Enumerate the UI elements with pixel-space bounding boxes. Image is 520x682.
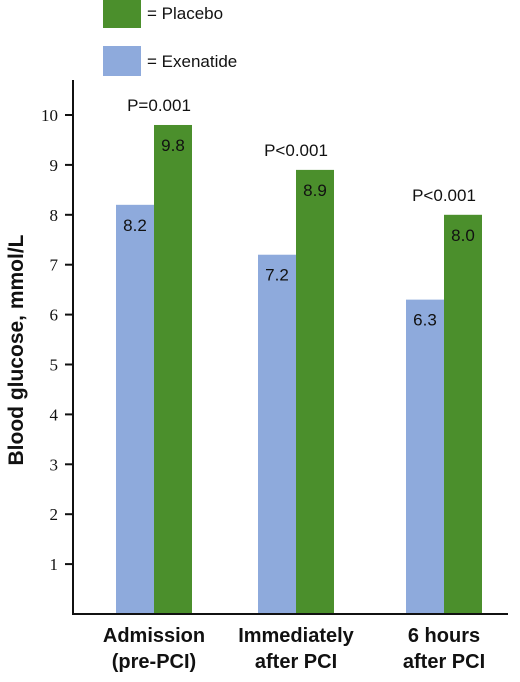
- p-value-3: P<0.001: [412, 186, 476, 205]
- category-label-3: 6 hours after PCI: [403, 625, 485, 673]
- data-label-exenatide-1: 8.2: [123, 216, 147, 235]
- bar-placebo-3: [444, 214, 482, 615]
- bar-exenatide-2: [258, 254, 296, 614]
- category-label-line: 6 hours: [408, 625, 480, 647]
- y-tick-label-6: 6: [50, 306, 59, 325]
- bar-exenatide-1: [116, 204, 154, 614]
- data-label-placebo-3: 8.0: [451, 226, 475, 245]
- legend-label-placebo: = Placebo: [147, 4, 223, 23]
- category-label-line: Admission: [103, 625, 205, 647]
- category-label-line: Immediately: [238, 625, 354, 647]
- y-tick-label-9: 9: [50, 156, 59, 175]
- legend-label-exenatide: = Exenatide: [147, 52, 237, 71]
- y-tick-label-5: 5: [50, 356, 59, 375]
- bar-exenatide-3: [406, 299, 444, 614]
- y-tick-label-10: 10: [41, 106, 58, 125]
- y-tick-label-4: 4: [50, 405, 59, 424]
- p-value-2: P<0.001: [264, 141, 328, 160]
- y-tick-label-7: 7: [50, 256, 59, 275]
- category-label-1: Admission (pre-PCI): [103, 625, 205, 673]
- category-label-line: after PCI: [403, 651, 485, 673]
- category-label-line: (pre-PCI): [112, 651, 196, 673]
- data-label-placebo-1: 9.8: [161, 136, 185, 155]
- data-label-exenatide-3: 6.3: [413, 311, 437, 330]
- y-tick-label-8: 8: [50, 206, 59, 225]
- data-label-exenatide-2: 7.2: [265, 266, 289, 285]
- bar-placebo-2: [296, 169, 334, 614]
- legend-swatch-exenatide: [103, 46, 141, 76]
- category-label-2: Immediately after PCI: [238, 625, 354, 673]
- y-axis-title: Blood glucose, mmol/L: [5, 234, 28, 465]
- y-tick-label-1: 1: [50, 555, 59, 574]
- bar-placebo-1: [154, 124, 192, 614]
- y-tick-label-2: 2: [50, 505, 59, 524]
- category-label-line: after PCI: [255, 651, 337, 673]
- y-tick-label-3: 3: [50, 455, 59, 474]
- data-label-placebo-2: 8.9: [303, 181, 327, 200]
- legend-swatch-placebo: [103, 0, 141, 28]
- p-value-1: P=0.001: [127, 96, 191, 115]
